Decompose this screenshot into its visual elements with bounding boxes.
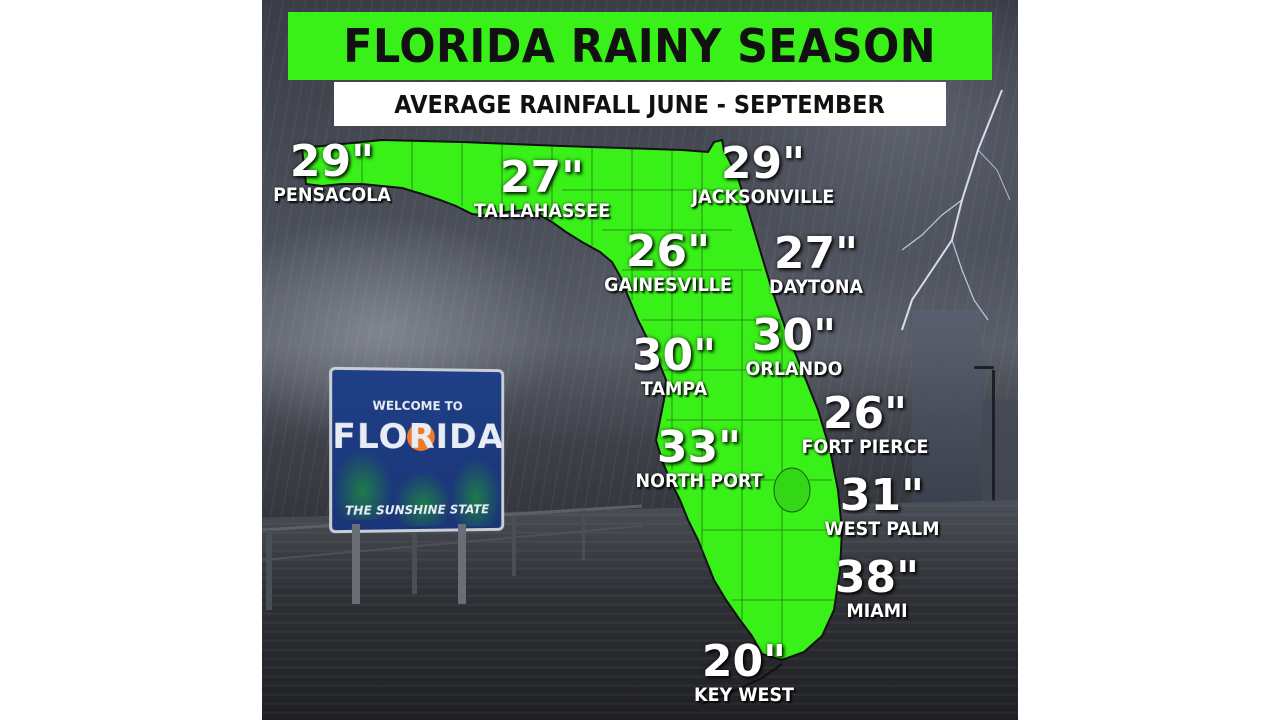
- rainfall-value: 33": [624, 426, 774, 470]
- city-label-pensacola: 29" PENSACOLA: [262, 140, 402, 206]
- rainfall-value: 38": [822, 556, 932, 600]
- city-label-key-west: 20" KEY WEST: [684, 640, 804, 706]
- city-name: MIAMI: [826, 600, 927, 622]
- sign-post: [458, 524, 466, 604]
- rainfall-value: 20": [684, 640, 804, 684]
- title-banner: FLORIDA RAINY SEASON: [288, 12, 992, 80]
- city-name: GAINESVILLE: [604, 274, 733, 296]
- page-title: FLORIDA RAINY SEASON: [344, 19, 937, 73]
- city-name: ORLANDO: [730, 358, 859, 380]
- rainfall-value: 30": [724, 314, 864, 358]
- city-name: FORT PIERCE: [796, 436, 934, 458]
- sign-post: [352, 524, 360, 604]
- city-name: JACKSONVILLE: [685, 186, 841, 208]
- city-label-tallahassee: 27" TALLAHASSEE: [462, 156, 622, 222]
- city-label-gainesville: 26" GAINESVILLE: [598, 230, 738, 296]
- city-label-north-port: 33" NORTH PORT: [624, 426, 774, 492]
- city-name: NORTH PORT: [630, 470, 768, 492]
- city-label-daytona: 27" DAYTONA: [746, 232, 886, 298]
- rainfall-value: 27": [462, 156, 622, 200]
- city-label-miami: 38" MIAMI: [822, 556, 932, 622]
- city-label-west-palm: 31" WEST PALM: [812, 474, 952, 540]
- welcome-to-florida-sign: WELCOME TO FLORIDA THE SUNSHINE STATE: [329, 367, 504, 534]
- city-name: KEY WEST: [689, 684, 799, 706]
- city-name: PENSACOLA: [268, 184, 397, 206]
- city-label-jacksonville: 29" JACKSONVILLE: [678, 142, 848, 208]
- city-name: DAYTONA: [752, 276, 881, 298]
- city-name: TAMPA: [628, 378, 720, 400]
- page-subtitle: AVERAGE RAINFALL JUNE - SEPTEMBER: [395, 90, 886, 119]
- lake-okeechobee: [774, 468, 810, 512]
- rainfall-value: 27": [746, 232, 886, 276]
- rainfall-value: 29": [262, 140, 402, 184]
- sign-sunshine-text: THE SUNSHINE STATE: [332, 502, 501, 518]
- rainfall-value: 30": [624, 334, 724, 378]
- city-label-tampa: 30" TAMPA: [624, 334, 724, 400]
- rainy-season-poster: FLORIDA RAINY SEASON AVERAGE RAINFALL JU…: [262, 0, 1018, 720]
- sign-welcome-text: WELCOME TO: [332, 398, 501, 413]
- subtitle-banner: AVERAGE RAINFALL JUNE - SEPTEMBER: [334, 82, 946, 126]
- city-label-fort-pierce: 26" FORT PIERCE: [790, 392, 940, 458]
- city-name: TALLAHASSEE: [468, 200, 615, 222]
- palm-tree-icon: [393, 471, 453, 526]
- sign-florida-text: FLORIDA: [332, 417, 501, 458]
- rainfall-value: 29": [678, 142, 848, 186]
- rainfall-value: 26": [598, 230, 738, 274]
- city-name: WEST PALM: [818, 518, 947, 540]
- rainfall-value: 31": [812, 474, 952, 518]
- rainfall-value: 26": [790, 392, 940, 436]
- city-label-orlando: 30" ORLANDO: [724, 314, 864, 380]
